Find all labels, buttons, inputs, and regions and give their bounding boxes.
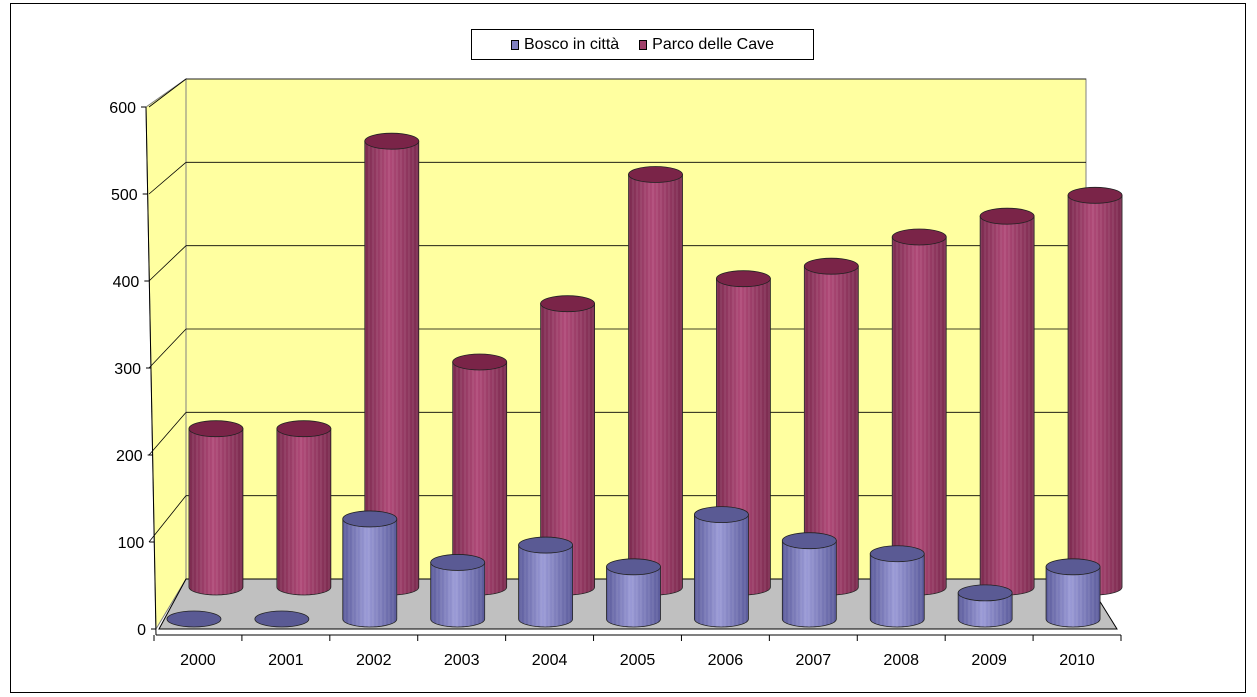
bar-bosco-2005-cap [606,558,661,576]
x-tick-label: 2000 [180,652,216,669]
bar-parco-2000-texture [188,428,243,595]
bar-bosco-2002-texture [342,518,397,627]
y-tick-label: 500 [111,187,138,204]
bar-bosco-2004-cap [518,536,573,554]
bar-bosco-2008-cap [869,545,925,563]
bar-bosco-2010-texture [1046,566,1101,627]
bar-parco-2005-cap [628,166,683,183]
gridline-side [148,162,187,195]
bar-bosco-2006-texture [694,514,749,627]
bar-bosco-2003-cap [430,554,486,571]
bar-parco-2000 [188,420,244,596]
x-tick-label: 2001 [268,652,304,669]
x-tick-label: 2007 [796,652,832,669]
y-tick-label: 200 [116,448,143,465]
bar-bosco-2001 [254,610,310,628]
bar-parco-2005 [628,166,683,596]
y-axis-line [145,106,157,636]
bar-bosco-2007 [781,532,837,628]
bar-bosco-2005 [606,558,661,628]
y-tick-label: 600 [109,100,136,117]
bar-bosco-2009-cap [957,584,1013,602]
bar-bosco-2001-cap [254,610,310,628]
legend-label-bosco: Bosco in città [524,35,620,53]
y-tick-label: 100 [118,535,145,552]
x-tick-label: 2006 [708,652,744,669]
bar-parco-2008-cap [891,228,947,246]
bar-parco-2000-cap [188,420,244,438]
gridline-side [148,78,187,108]
bar-bosco-2010 [1045,558,1101,628]
bar-bosco-2003 [430,554,486,628]
chart-legend: Bosco in città Parco delle Cave [471,29,814,60]
x-tick-label: 2003 [444,652,480,669]
bar-parco-2004-cap [540,295,595,313]
bar-parco-2001 [276,420,332,596]
bar-bosco-2009 [957,584,1013,628]
legend-swatch-parco [639,39,648,50]
bar-bosco-2006 [694,506,749,628]
x-tick-label: 2009 [971,652,1007,669]
bar-bosco-2008 [869,545,925,628]
bar-bosco-2007-texture [782,540,837,627]
bar-bosco-2002 [342,510,398,628]
legend-swatch-bosco [511,39,519,50]
gridline-side [148,245,187,282]
bar-parco-2007 [803,257,859,596]
bar-bosco-2004-texture [518,545,573,627]
legend-item-parco: Parco delle Cave [639,36,774,54]
gridline-side [148,328,187,369]
bar-parco-2005-texture [628,174,683,595]
x-tick-label: 2004 [532,652,568,669]
bar-parco-2002-texture [364,141,419,595]
bar-bosco-2000 [166,610,222,628]
side-wall [145,78,187,631]
gridline-side [148,495,187,543]
bar-parco-2009-texture [980,216,1035,595]
x-tick-label: 2010 [1059,652,1095,669]
bar-parco-2001-texture [276,428,331,595]
x-tick-label: 2005 [620,652,656,669]
bar-parco-2008 [891,228,947,596]
bar-bosco-2005-texture [606,566,661,627]
bar-bosco-2007-cap [781,532,837,550]
x-tick-label: 2008 [883,652,919,669]
bar-bosco-2002-cap [342,510,398,528]
bar-bosco-2008-texture [870,553,925,627]
bar-parco-2009 [979,207,1035,596]
bar-parco-2003-texture [452,362,507,595]
bar-bosco-2010-cap [1045,558,1101,576]
legend-item-bosco: Bosco in città [511,36,619,54]
bar-bosco-2006-cap [694,506,749,524]
bar-parco-2010-cap [1067,186,1123,204]
bar-bosco-2009-texture [958,592,1013,627]
bar-parco-2009-cap [979,207,1035,225]
bar-parco-2002 [364,132,420,596]
bar-parco-2010-texture [1068,195,1123,596]
bar-parco-2002-cap [364,132,420,150]
chart-plot: 0 100 200 300 400 500 600 2000 2001 2002 2003 2004 2… [109,78,1123,669]
y-tick-label: 300 [114,361,141,378]
legend-label-parco: Parco delle Cave [652,35,774,53]
chart-frame: 0 100 200 300 400 500 600 2000 2001 2002 2003 2004 2… [10,3,1246,693]
bar-parco-2010 [1067,186,1123,596]
bar-parco-2006-cap [716,270,771,288]
bar-parco-2003-cap [452,353,508,371]
bar-parco-2008-texture [892,237,947,595]
bar-parco-2007-cap [803,257,859,275]
x-tick-label: 2002 [356,652,392,669]
bar-bosco-2000-cap [166,610,222,628]
gridline-side [148,412,187,456]
bar-parco-2007-texture [804,266,859,595]
bar-parco-2001-cap [276,420,332,438]
y-tick-label: 400 [113,274,140,291]
y-tick-label: 0 [137,622,146,639]
bar-parco-2004-texture [540,303,595,595]
bar-bosco-2003-texture [430,562,485,627]
bar-bosco-2004 [518,536,573,628]
bar-parco-2003 [452,353,508,596]
